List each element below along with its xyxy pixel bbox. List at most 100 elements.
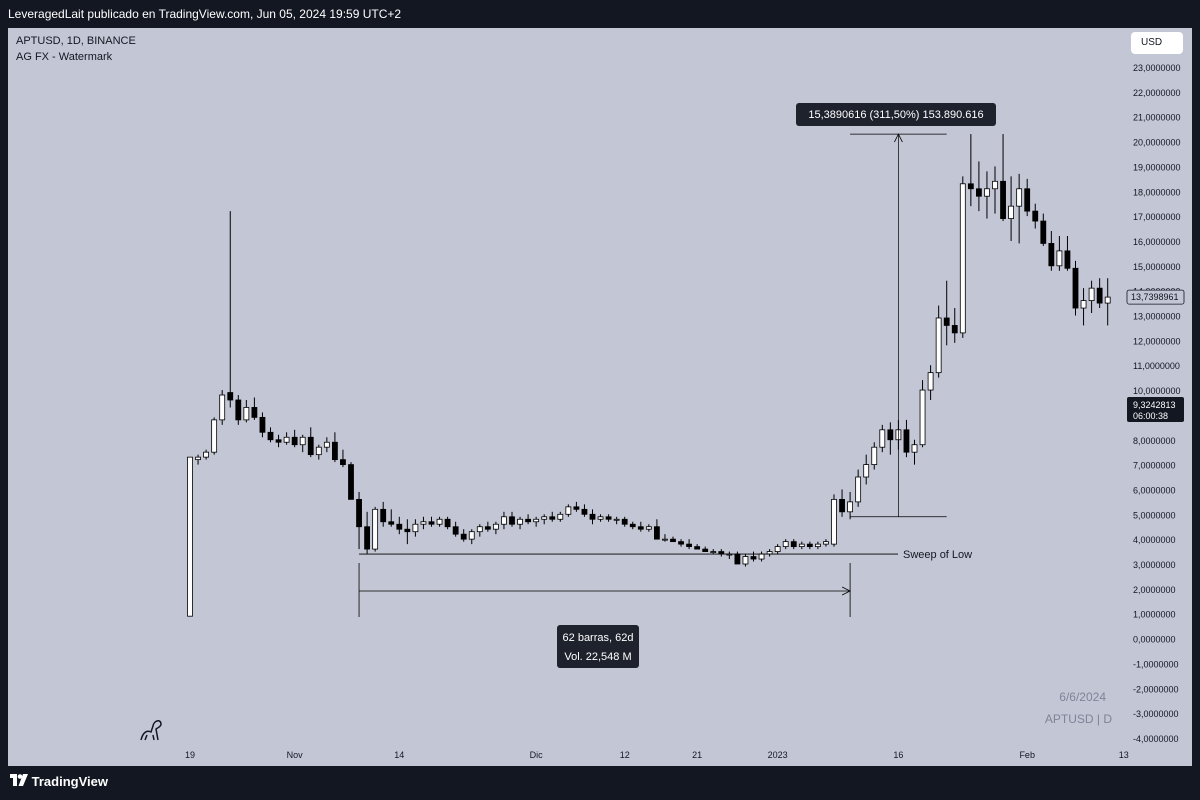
x-tick-label: 12 [620, 750, 630, 760]
x-tick-label: 13 [1119, 750, 1129, 760]
candle-body [605, 516, 612, 520]
candle [525, 514, 531, 525]
candles-layer [187, 134, 1111, 617]
candle-body [879, 429, 886, 448]
indicator-line[interactable]: AG FX - Watermark [16, 51, 113, 63]
candle [790, 539, 797, 550]
candle [1024, 178, 1031, 217]
candle [235, 395, 242, 425]
candle [718, 549, 725, 557]
y-tick-label: 0,0000000 [1133, 635, 1176, 645]
candle-body [1032, 210, 1039, 222]
x-tick-label: Nov [287, 750, 304, 760]
candle [444, 516, 451, 530]
candle [992, 166, 998, 214]
candle-body [750, 556, 757, 560]
candle [331, 432, 338, 463]
candle [976, 161, 982, 212]
price-tag-label: 13,7398961 [1131, 292, 1179, 302]
time-axis[interactable]: 19 Nov 14 Dic 12 21 2023 16 Feb 13 [185, 750, 1129, 760]
symbol-line[interactable]: APTUSD, 1D, BINANCE [16, 35, 136, 47]
candle [589, 509, 596, 525]
currency-button[interactable]: USD [1131, 32, 1183, 54]
candle [533, 516, 540, 527]
sweep-label: Sweep of Low [903, 549, 972, 561]
candle [613, 516, 620, 525]
candle-body [670, 538, 676, 543]
candle-body [589, 513, 596, 520]
measure-label: 15,3890616 (311,50%) 153.890.616 [808, 109, 983, 121]
candle-body [444, 518, 451, 528]
measure-label-box [796, 103, 996, 126]
candle [654, 519, 660, 540]
candle [211, 417, 218, 455]
candle-body [565, 506, 572, 515]
candle [597, 514, 604, 522]
candle-body [621, 518, 628, 525]
candle [847, 491, 853, 520]
candle-body [235, 399, 242, 421]
candle [549, 511, 556, 522]
candle-body [501, 516, 507, 525]
candle [903, 419, 910, 458]
candle [356, 491, 362, 550]
y-tick-label: 21,0000000 [1133, 113, 1181, 123]
candle-body [436, 518, 443, 525]
price-tag-box [1127, 396, 1184, 422]
candle-body [654, 526, 660, 540]
candle-body [396, 523, 403, 530]
candle-body [509, 516, 515, 525]
candle [227, 211, 234, 408]
candle [187, 456, 193, 617]
candle [774, 544, 781, 555]
candle-body [694, 546, 701, 550]
candle [815, 541, 821, 550]
candle-body [331, 441, 338, 461]
candle [267, 427, 274, 443]
candle-body [259, 416, 266, 433]
candle [428, 516, 435, 527]
candle-body [1024, 188, 1031, 212]
candle-body [927, 372, 934, 391]
candle-body [1048, 243, 1055, 267]
candle [734, 551, 741, 565]
candle [927, 365, 934, 400]
price-tag-box [1126, 289, 1185, 305]
brand-label: TradingView [31, 774, 108, 789]
candle [219, 390, 226, 425]
x-tick-label: 21 [692, 750, 702, 760]
y-tick-label: 17,0000000 [1133, 212, 1181, 222]
candle-body [871, 446, 878, 465]
candle [315, 444, 322, 460]
candle [340, 449, 346, 468]
y-tick-label: 10,0000000 [1133, 386, 1181, 396]
candle [476, 524, 483, 537]
candle-body [734, 553, 741, 565]
y-tick-label: -4,0000000 [1133, 734, 1179, 744]
candle-body [1080, 300, 1087, 309]
y-tick-label: 4,0000000 [1133, 535, 1176, 545]
candle-body [903, 429, 910, 453]
candle-body [662, 538, 668, 541]
y-tick-label: 2,0000000 [1133, 585, 1176, 595]
candle [251, 397, 258, 420]
y-tick-label: 19,0000000 [1133, 162, 1181, 172]
candle [541, 514, 548, 525]
candle [855, 469, 862, 507]
candle [1096, 278, 1103, 309]
candle [420, 516, 427, 530]
candle-body [1016, 188, 1023, 207]
candle-body [919, 389, 926, 446]
candle-body [976, 188, 982, 197]
candle [782, 539, 789, 550]
candle-body [356, 498, 362, 528]
price-axis[interactable]: 23,0000000 22,0000000 21,0000000 20,0000000… [1126, 63, 1185, 744]
candle [911, 439, 918, 465]
tradingview-brand[interactable]: TradingView [10, 774, 108, 789]
candle-body [1072, 267, 1079, 309]
candle [1000, 134, 1006, 222]
candle [412, 519, 419, 537]
candle-body [1056, 250, 1063, 267]
candle [742, 554, 749, 567]
